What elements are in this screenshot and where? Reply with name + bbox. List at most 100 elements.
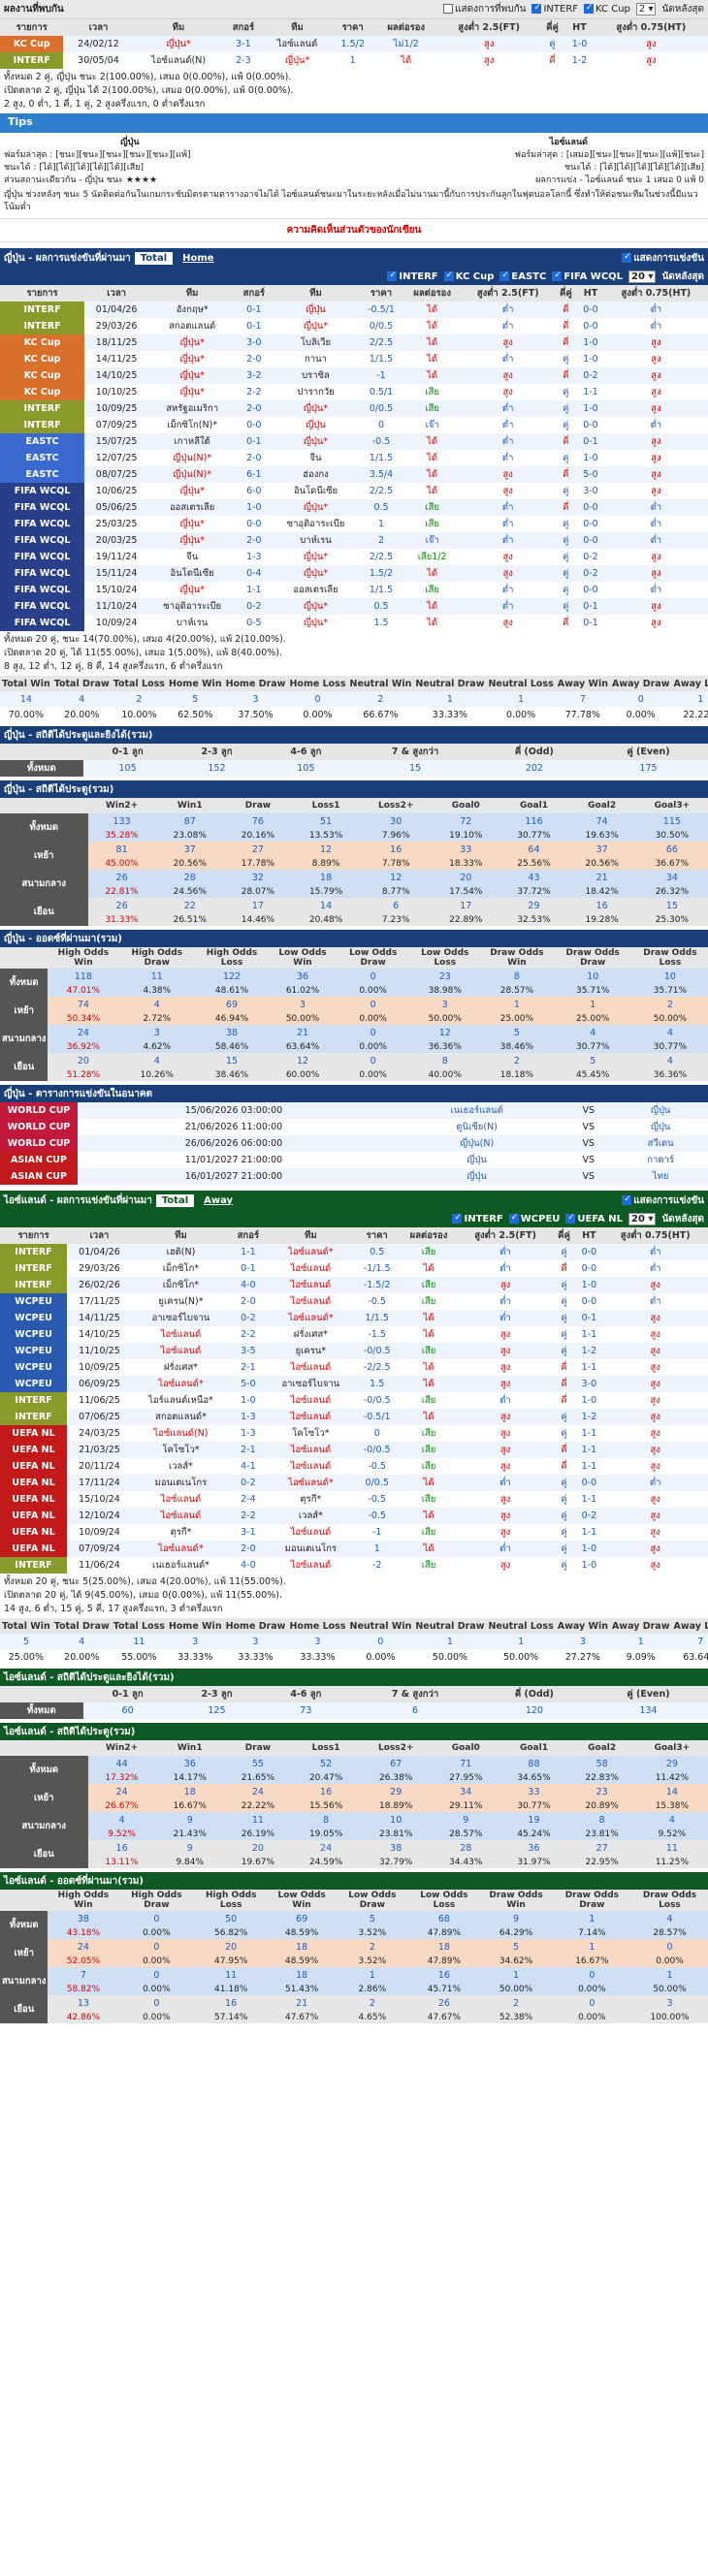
league-badge[interactable]: FIFA WCQL bbox=[0, 499, 85, 516]
away-team[interactable]: ไอซ์แลนด์ bbox=[290, 1296, 332, 1307]
away-team[interactable]: จีน bbox=[309, 453, 322, 463]
checkbox-checked-icon[interactable] bbox=[622, 252, 632, 263]
h2h-interf-filter[interactable]: INTERF bbox=[531, 3, 578, 15]
home-team[interactable]: เกาหลีใต้ bbox=[174, 436, 210, 447]
tab-home[interactable]: Home bbox=[182, 252, 214, 264]
filter-interf[interactable]: INTERF bbox=[387, 270, 438, 282]
league-badge[interactable]: FIFA WCQL bbox=[0, 582, 85, 598]
away-team[interactable]: ปารากวัย bbox=[297, 387, 335, 398]
home-team[interactable]: ไอซ์แลนด์(N) bbox=[153, 1428, 209, 1439]
league-badge[interactable]: FIFA WCQL bbox=[0, 565, 85, 582]
match-row[interactable]: FIFA WCQL 19/11/24 จีน 1-3 ญี่ปุ่น* 2/2.5 เสีย… bbox=[0, 549, 708, 565]
away-team[interactable]: ฮ่องกง bbox=[303, 469, 329, 480]
home-team[interactable]: สหรัฐอเมริกา bbox=[166, 403, 219, 414]
league-badge[interactable]: FIFA WCQL bbox=[0, 483, 85, 499]
away-team[interactable]: ญี่ปุ่น* bbox=[303, 552, 329, 562]
away-team[interactable]: ไอซ์แลนด์ bbox=[290, 1280, 332, 1290]
match-row[interactable]: WCPEU 17/11/25 ยูเครน(N)* 2-0 ไอซ์แลนด์ -0.5 เ… bbox=[0, 1293, 708, 1310]
home-team[interactable]: ญี่ปุ่น* bbox=[179, 519, 205, 529]
league-badge[interactable]: WORLD CUP bbox=[0, 1102, 78, 1119]
away-team[interactable]: โบลิเวีย bbox=[300, 337, 332, 348]
h2h-count-select[interactable]: 2 ▾ bbox=[635, 3, 657, 16]
fixture-row[interactable]: ASIAN CUP 11/01/2027 21:00:00 ญี่ปุ่น VS กาต… bbox=[0, 1152, 708, 1168]
home-team[interactable]: ไอซ์แลนด์* bbox=[158, 1543, 204, 1554]
match-row[interactable]: FIFA WCQL 10/09/24 บาห์เรน 0-5 ญี่ปุ่น* 1.5 ได… bbox=[0, 615, 708, 631]
home-team[interactable]: ตูนิเซีย(N) bbox=[456, 1122, 498, 1132]
match-row[interactable]: FIFA WCQL 20/03/25 ญี่ปุ่น* 2-0 บาห์เรน 2 เจ๊า… bbox=[0, 532, 708, 549]
league-badge[interactable]: WCPEU bbox=[0, 1310, 68, 1326]
league-badge[interactable]: KC Cup bbox=[0, 36, 64, 52]
match-row[interactable]: UEFA NL 21/03/25 โคโซโว* 2-1 ไอซ์แลนด์ -0/0.5… bbox=[0, 1442, 708, 1458]
home-team[interactable]: เนเธอร์แลนด์ bbox=[450, 1105, 503, 1116]
home-team[interactable]: ญี่ปุ่น* bbox=[179, 370, 205, 381]
japan-show-option[interactable]: แสดงการแข่งขัน bbox=[622, 251, 704, 266]
away-team[interactable]: ตุรกี* bbox=[300, 1494, 322, 1505]
match-row[interactable]: WCPEU 11/10/25 ไอซ์แลนด์ 3-5 ยูเครน* -0/0.5 เส… bbox=[0, 1343, 708, 1359]
match-row[interactable]: UEFA NL 24/03/25 ไอซ์แลนด์(N) 1-3 โคโซโว* 0 เส… bbox=[0, 1425, 708, 1442]
match-row[interactable]: KC Cup 14/11/25 ญี่ปุ่น* 2-0 กานา 1/1.5 ได้ ต่ำ… bbox=[0, 351, 708, 367]
home-team[interactable]: เนเธอร์แลนด์* bbox=[151, 1560, 209, 1571]
home-team[interactable]: ไอซ์แลนด์ bbox=[160, 1329, 202, 1340]
match-row[interactable]: FIFA WCQL 25/03/25 ญี่ปุ่น* 0-0 ซาอุดิอาระเบ… bbox=[0, 516, 708, 532]
away-team[interactable]: ญี่ปุ่น* bbox=[303, 601, 329, 612]
match-row[interactable]: FIFA WCQL 15/10/24 ญี่ปุ่น* 1-1 ออสเตรเลีย 1/… bbox=[0, 582, 708, 598]
h2h-kc-filter[interactable]: KC Cup bbox=[584, 3, 630, 15]
home-team[interactable]: บาห์เรน bbox=[176, 618, 209, 628]
home-team[interactable]: ญี่ปุ่น(N)* bbox=[173, 453, 212, 463]
checkbox-icon[interactable] bbox=[443, 4, 454, 14]
home-team[interactable]: ญี่ปุ่น* bbox=[179, 486, 205, 496]
league-badge[interactable]: UEFA NL bbox=[0, 1541, 68, 1557]
league-badge[interactable]: INTERF bbox=[0, 1392, 68, 1409]
league-badge[interactable]: UEFA NL bbox=[0, 1458, 68, 1475]
tab-away[interactable]: Away bbox=[204, 1194, 234, 1206]
league-badge[interactable]: FIFA WCQL bbox=[0, 615, 85, 631]
league-badge[interactable]: INTERF bbox=[0, 318, 85, 334]
checkbox-checked-icon[interactable] bbox=[584, 3, 595, 14]
filter-eastc[interactable]: EASTC bbox=[499, 270, 546, 282]
checkbox-checked-icon[interactable] bbox=[565, 1213, 576, 1224]
match-row[interactable]: EASTC 12/07/25 ญี่ปุ่น(N)* 2-0 จีน 1/1.5 ได้ ต่… bbox=[0, 450, 708, 466]
away-team[interactable]: ไอซ์แลนด์ bbox=[290, 1445, 332, 1455]
league-badge[interactable]: WCPEU bbox=[0, 1376, 68, 1392]
league-badge[interactable]: EASTC bbox=[0, 433, 85, 450]
league-badge[interactable]: INTERF bbox=[0, 302, 85, 318]
match-row[interactable]: WCPEU 10/09/25 ฝรั่งเศส* 2-1 ไอซ์แลนด์ -2/2.5… bbox=[0, 1359, 708, 1376]
home-team[interactable]: ญี่ปุ่น bbox=[467, 1155, 487, 1165]
home-team[interactable]: โคโซโว* bbox=[162, 1445, 200, 1455]
away-team[interactable]: ญี่ปุ่น bbox=[306, 420, 326, 430]
home-team[interactable]: ญี่ปุ่น(N)* bbox=[173, 469, 212, 480]
away-team[interactable]: ไอซ์แลนด์ bbox=[290, 1461, 332, 1472]
match-row[interactable]: INTERF 11/06/24 เนเธอร์แลนด์* 4-0 ไอซ์แลนด์ -… bbox=[0, 1557, 708, 1574]
filter-kc-cup[interactable]: KC Cup bbox=[443, 270, 494, 282]
away-team[interactable]: ไอซ์แลนด์ bbox=[290, 1263, 332, 1274]
checkbox-checked-icon[interactable] bbox=[508, 1213, 519, 1224]
fixture-row[interactable]: WORLD CUP 15/06/2026 03:00:00 เนเธอร์แลนด์… bbox=[0, 1102, 708, 1119]
league-badge[interactable]: WCPEU bbox=[0, 1343, 68, 1359]
match-row[interactable]: INTERF 30/05/04 ไอซ์แลนด์(N) 2-3 ญี่ปุ่น* 1 ได… bbox=[0, 52, 708, 69]
match-row[interactable]: WCPEU 14/10/25 ไอซ์แลนด์ 2-2 ฝรั่งเศส* -1.5 ได… bbox=[0, 1326, 708, 1343]
home-team[interactable]: ยูเครน(N)* bbox=[158, 1296, 204, 1307]
away-team[interactable]: อาเซอร์ไบจาน bbox=[281, 1379, 340, 1389]
home-team[interactable]: อังกฤษ* bbox=[176, 304, 209, 315]
away-team[interactable]: ไอซ์แลนด์ bbox=[290, 1527, 332, 1538]
league-badge[interactable]: UEFA NL bbox=[0, 1475, 68, 1491]
home-team[interactable]: ไอซ์แลนด์ bbox=[160, 1511, 202, 1521]
home-team[interactable]: ญี่ปุ่น* bbox=[179, 387, 205, 398]
home-team[interactable]: ญี่ปุ่น bbox=[467, 1171, 487, 1182]
h2h-home-option[interactable]: แสดงการที่พบกัน bbox=[443, 2, 526, 16]
match-row[interactable]: FIFA WCQL 11/10/24 ซาอุดิอาระเบีย 0-2 ญี่ปุ่… bbox=[0, 598, 708, 615]
league-badge[interactable]: UEFA NL bbox=[0, 1491, 68, 1508]
away-team[interactable]: มอนเตเนโกร bbox=[284, 1543, 338, 1554]
league-badge[interactable]: WORLD CUP bbox=[0, 1135, 78, 1152]
away-team[interactable]: อินโดนีเซีย bbox=[293, 486, 338, 496]
home-team[interactable]: อินโดนีเซีย bbox=[170, 568, 214, 579]
iceland-show-option[interactable]: แสดงการแข่งขัน bbox=[622, 1193, 704, 1208]
league-badge[interactable]: FIFA WCQL bbox=[0, 532, 85, 549]
home-team[interactable]: ญี่ปุ่น* bbox=[166, 39, 191, 49]
away-team[interactable]: ไอซ์แลนด์* bbox=[288, 1478, 334, 1488]
away-team[interactable]: ไทย bbox=[652, 1171, 669, 1182]
away-team[interactable]: สวีเดน bbox=[647, 1138, 674, 1149]
home-team[interactable]: ไอซ์แลนด์ bbox=[160, 1346, 202, 1356]
match-row[interactable]: UEFA NL 10/09/24 ตุรกี* 3-1 ไอซ์แลนด์ -1 เสีย ส… bbox=[0, 1524, 708, 1541]
league-badge[interactable]: FIFA WCQL bbox=[0, 598, 85, 615]
